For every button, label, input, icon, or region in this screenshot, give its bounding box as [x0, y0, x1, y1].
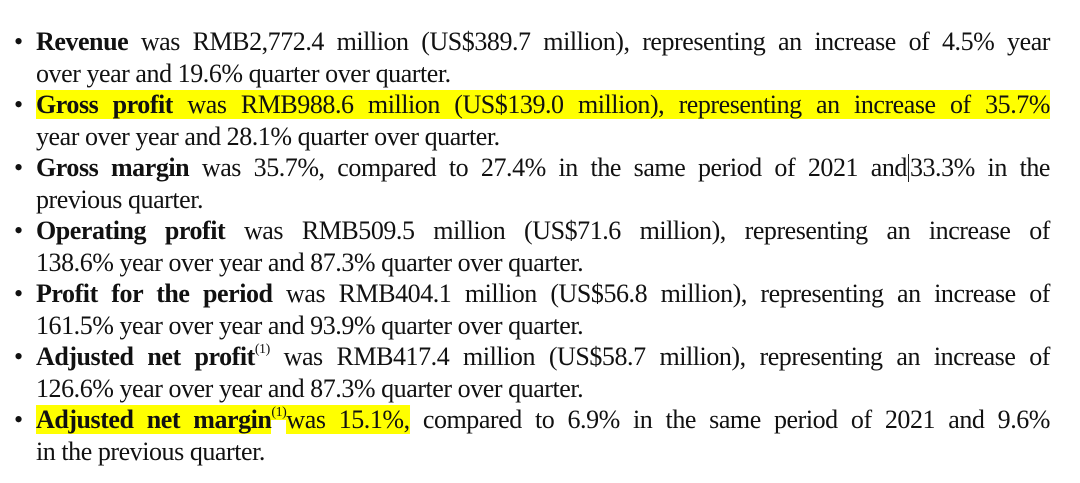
metric-text: previous quarter.: [36, 184, 204, 214]
text-line: Profit for the period was RMB404.1 milli…: [36, 278, 1050, 310]
metric-text: was RMB404.1 million (US$56.8 million), …: [272, 279, 1050, 308]
text-line: in the previous quarter.: [36, 436, 1050, 468]
text-line: over year and 19.6% quarter over quarter…: [36, 58, 1050, 90]
text-line: previous quarter.: [36, 184, 1050, 216]
text-line: 161.5% year over year and 93.9% quarter …: [36, 310, 1050, 342]
bullet-icon: •: [14, 153, 24, 182]
metric-label: Profit for the period: [36, 279, 273, 308]
text-line: Gross margin was 35.7%, compared to 27.4…: [36, 152, 1050, 184]
text-line: Operating profit was RMB509.5 million (U…: [36, 215, 1050, 247]
metric-text: was RMB2,772.4 million (US$389.7 million…: [128, 27, 1051, 56]
text-line: 138.6% year over year and 87.3% quarter …: [36, 247, 1050, 279]
metric-text: was RMB509.5 million (US$71.6 million), …: [225, 216, 1050, 245]
metric-text: 126.6% year over year and 87.3% quarter …: [36, 373, 584, 403]
text-line: Adjusted net margin(1)was 15.1%, compare…: [36, 404, 1050, 436]
list-item: • Adjusted net profit(1) was RMB417.4 mil…: [14, 341, 1054, 404]
bullet-icon: •: [14, 405, 24, 434]
metric-text: over year and 19.6% quarter over quarter…: [36, 58, 451, 88]
footnote-ref: (1): [271, 405, 287, 420]
text-line: Adjusted net profit(1) was RMB417.4 mill…: [36, 341, 1050, 373]
bullet-icon: •: [14, 279, 24, 308]
list-item: • Gross margin was 35.7%, compared to 27.…: [14, 152, 1054, 215]
footnote-ref: (1): [254, 342, 270, 357]
text-cursor: [907, 154, 909, 182]
bullet-icon: •: [14, 27, 24, 56]
metric-label: Operating profit: [36, 216, 226, 245]
bullet-icon: •: [14, 342, 24, 371]
metric-text: was RMB988.6 million (US$139.0 million),…: [173, 90, 1051, 119]
metric-text: was RMB417.4 million (US$58.7 million), …: [269, 342, 1051, 371]
metric-text: was 15.1%,: [286, 405, 410, 434]
text-line: 126.6% year over year and 87.3% quarter …: [36, 373, 1050, 405]
text-line: Revenue was RMB2,772.4 million (US$389.7…: [36, 26, 1050, 58]
metric-label: Gross margin: [36, 153, 190, 182]
list-item: • Adjusted net margin(1)was 15.1%, compar…: [14, 404, 1054, 467]
bullet-icon: •: [14, 90, 24, 119]
metric-text: 138.6% year over year and 87.3% quarter …: [36, 247, 584, 277]
list-item: • Profit for the period was RMB404.1 mill…: [14, 278, 1054, 341]
metric-text: compared to 6.9% in the same period of 2…: [409, 405, 1051, 434]
metric-text: in the previous quarter.: [36, 436, 265, 466]
list-item: • Gross profit was RMB988.6 million (US$1…: [14, 89, 1054, 152]
metric-text: 161.5% year over year and 93.9% quarter …: [36, 310, 584, 340]
metric-label: Revenue: [36, 27, 129, 56]
metric-label: Gross profit: [36, 90, 174, 119]
text-line: year over year and 28.1% quarter over qu…: [36, 121, 1050, 153]
metric-label: Adjusted net margin: [36, 405, 272, 434]
bullet-list: • Revenue was RMB2,772.4 million (US$389.…: [14, 26, 1054, 467]
list-item: • Revenue was RMB2,772.4 million (US$389.…: [14, 26, 1054, 89]
list-item: • Operating profit was RMB509.5 million (…: [14, 215, 1054, 278]
metric-text: year over year and 28.1% quarter over qu…: [36, 121, 500, 151]
metric-text: was 35.7%, compared to 27.4% in the same…: [189, 153, 908, 182]
metric-text: 33.3% in the: [909, 153, 1050, 182]
text-line: Gross profit was RMB988.6 million (US$13…: [36, 89, 1050, 121]
bullet-icon: •: [14, 216, 24, 245]
metric-label: Adjusted net profit: [36, 342, 255, 371]
